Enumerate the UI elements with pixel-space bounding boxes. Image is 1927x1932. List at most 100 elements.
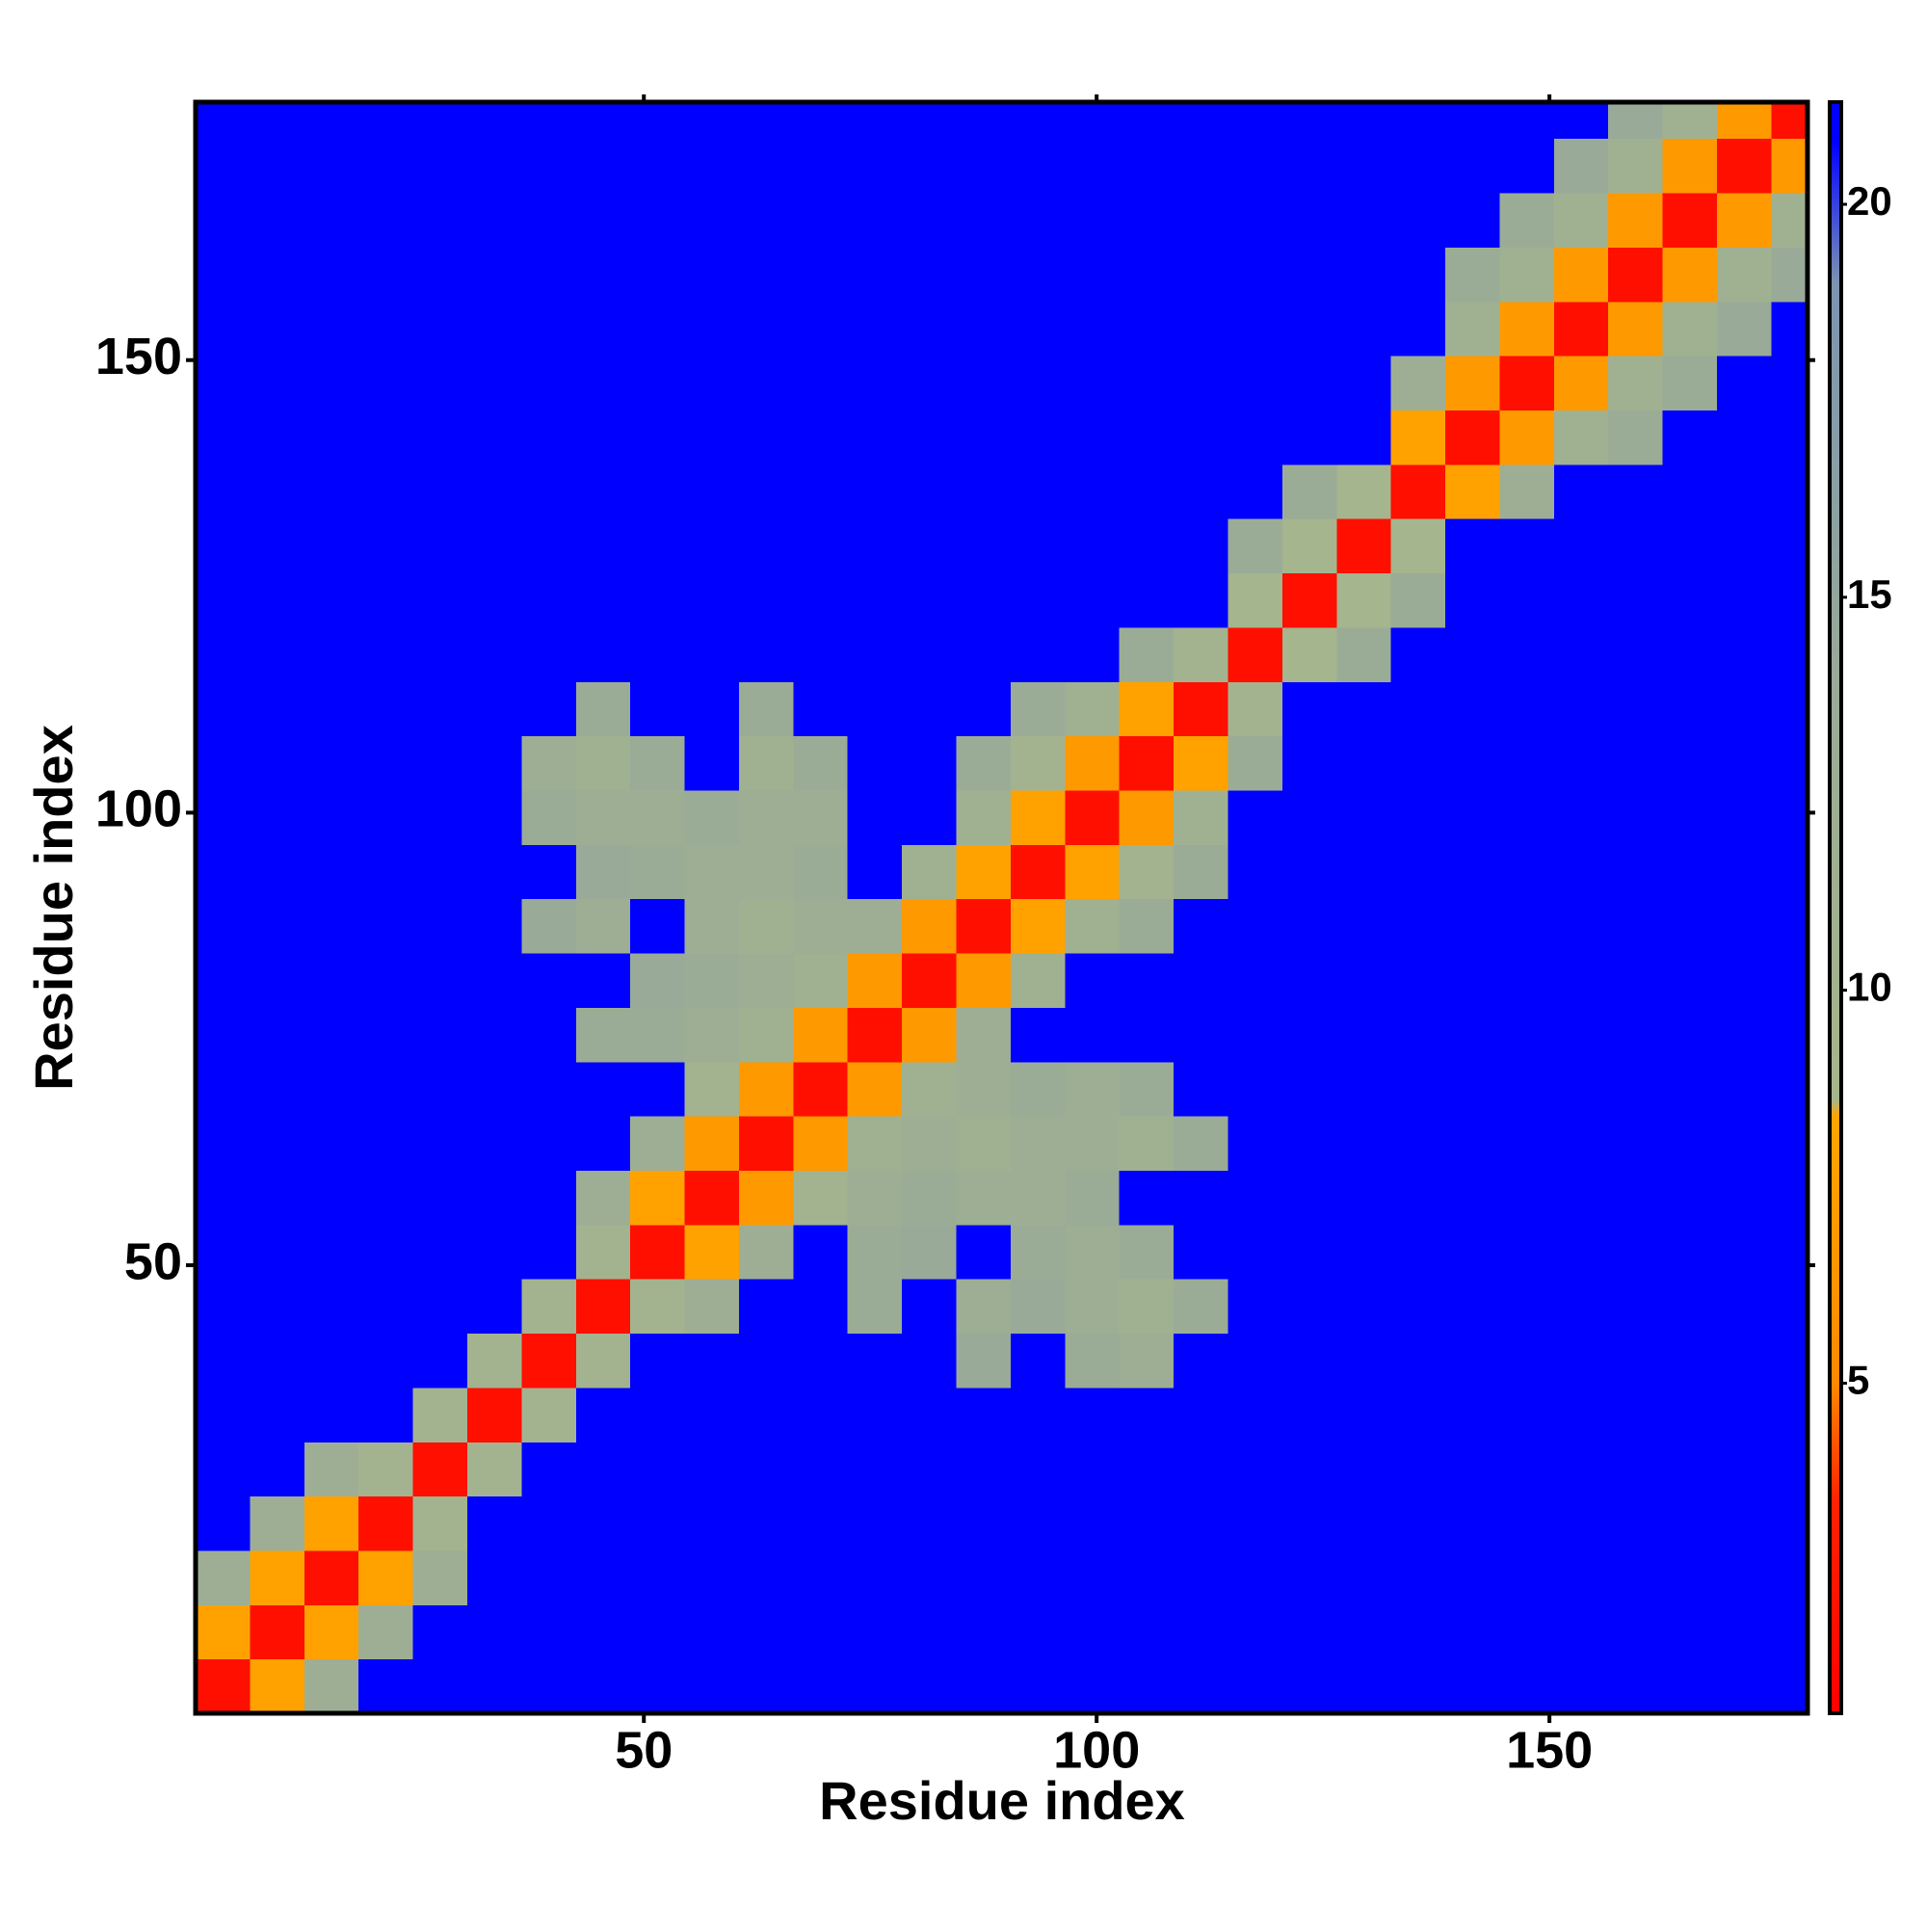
heatmap-cell — [1717, 1387, 1773, 1442]
heatmap-cell — [1174, 844, 1229, 900]
heatmap-cell — [684, 410, 740, 465]
heatmap-cell — [738, 898, 794, 954]
heatmap-cell — [1608, 463, 1664, 519]
heatmap-cell — [1662, 952, 1718, 1008]
heatmap-cell — [684, 898, 740, 954]
heatmap-cell — [630, 1442, 686, 1497]
heatmap-cell — [1119, 463, 1175, 519]
heatmap-cell — [847, 356, 903, 410]
heatmap-cell — [1445, 102, 1501, 140]
heatmap-cell — [1119, 572, 1175, 628]
heatmap-cell — [738, 1549, 794, 1605]
heatmap-cell — [196, 1658, 251, 1714]
heatmap-cell — [1119, 410, 1175, 465]
heatmap-cell — [902, 1549, 958, 1605]
heatmap-cell — [1553, 844, 1609, 900]
heatmap-cell — [1119, 1333, 1175, 1389]
heatmap-cell — [793, 1279, 849, 1335]
heatmap-cell — [1119, 1495, 1175, 1551]
heatmap-cell — [1227, 626, 1283, 682]
heatmap-cell — [1662, 898, 1718, 954]
heatmap-cell — [1553, 356, 1609, 410]
heatmap-cell — [1717, 952, 1773, 1008]
heatmap-cell — [738, 518, 794, 574]
heatmap-cell — [304, 626, 359, 682]
heatmap-cell — [793, 1170, 849, 1226]
heatmap-cell — [847, 681, 903, 737]
heatmap-cell — [1662, 1658, 1718, 1714]
heatmap-cell — [793, 1333, 849, 1389]
heatmap-cell — [250, 626, 305, 682]
heatmap-cell — [1119, 735, 1175, 791]
heatmap-cell — [1717, 1224, 1773, 1280]
heatmap-cell — [466, 1007, 522, 1063]
heatmap-cell — [1227, 1604, 1283, 1660]
heatmap-cell — [358, 1170, 414, 1226]
heatmap-cell — [793, 247, 849, 303]
heatmap-cell — [1499, 192, 1555, 248]
heatmap-cell — [250, 410, 305, 465]
heatmap-cell — [1281, 572, 1337, 628]
heatmap-cell — [1010, 463, 1066, 519]
heatmap-cell — [304, 572, 359, 628]
heatmap-cell — [1553, 102, 1609, 140]
heatmap-cell — [1662, 518, 1718, 574]
heatmap-cell — [1336, 789, 1392, 845]
heatmap-cell — [1065, 518, 1121, 574]
heatmap-cell — [1281, 1116, 1337, 1172]
heatmap-cell — [412, 356, 468, 410]
heatmap-cell — [1499, 102, 1555, 140]
heatmap-cell — [1227, 1116, 1283, 1172]
heatmap-cell — [1662, 1170, 1718, 1226]
heatmap-cell — [1119, 192, 1175, 248]
heatmap-cell — [1336, 898, 1392, 954]
heatmap-cell — [521, 1604, 577, 1660]
heatmap-cell — [738, 1116, 794, 1172]
heatmap-cell — [630, 1061, 686, 1117]
heatmap-cell — [1281, 1495, 1337, 1551]
heatmap-cell — [412, 1387, 468, 1442]
heatmap-cell — [1771, 1007, 1808, 1063]
heatmap-cell — [1010, 138, 1066, 194]
heatmap-cell — [1608, 789, 1664, 845]
heatmap-cell — [1499, 1442, 1555, 1497]
heatmap-cell — [1227, 1549, 1283, 1605]
heatmap-cell — [793, 844, 849, 900]
heatmap-cell — [738, 681, 794, 737]
heatmap-cell — [196, 192, 251, 248]
heatmap-cell — [304, 1549, 359, 1605]
heatmap-cell — [1336, 1442, 1392, 1497]
heatmap-cell — [1390, 572, 1446, 628]
heatmap-cell — [1608, 1442, 1664, 1497]
heatmap-cell — [1717, 1549, 1773, 1605]
heatmap-cell — [684, 356, 740, 410]
heatmap-cell — [1281, 1387, 1337, 1442]
heatmap-cell — [956, 138, 1012, 194]
heatmap-cell — [1010, 681, 1066, 737]
heatmap-cell — [1662, 735, 1718, 791]
heatmap-cell — [412, 518, 468, 574]
heatmap-cell — [902, 681, 958, 737]
heatmap-cell — [738, 410, 794, 465]
heatmap-cell — [793, 898, 849, 954]
heatmap-cell — [847, 102, 903, 140]
heatmap-cell — [1553, 681, 1609, 737]
heatmap-cell — [1227, 301, 1283, 357]
heatmap-cell — [521, 518, 577, 574]
heatmap-cell — [1771, 1116, 1808, 1172]
heatmap-cell — [521, 247, 577, 303]
heatmap-cell — [1662, 410, 1718, 465]
heatmap-cell — [521, 1061, 577, 1117]
heatmap-cell — [1119, 681, 1175, 737]
heatmap-cell — [1445, 1387, 1501, 1442]
heatmap-cell — [466, 1604, 522, 1660]
heatmap-cell — [575, 518, 631, 574]
heatmap-cell — [521, 1549, 577, 1605]
heatmap-cell — [630, 626, 686, 682]
heatmap-cell — [956, 735, 1012, 791]
heatmap-cell — [1281, 952, 1337, 1008]
heatmap-cell — [1281, 1658, 1337, 1714]
heatmap-cell — [1010, 1061, 1066, 1117]
heatmap-cell — [1445, 463, 1501, 519]
heatmap-cell — [358, 681, 414, 737]
